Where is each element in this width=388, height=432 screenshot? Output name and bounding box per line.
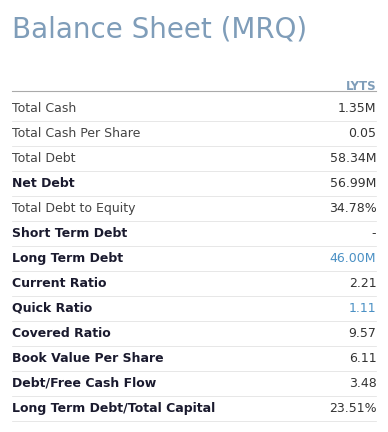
Text: 23.51%: 23.51% (329, 401, 376, 415)
Text: Covered Ratio: Covered Ratio (12, 327, 111, 340)
Text: Total Cash: Total Cash (12, 102, 76, 115)
Text: 2.21: 2.21 (349, 276, 376, 290)
Text: Total Debt: Total Debt (12, 152, 75, 165)
Text: LYTS: LYTS (346, 80, 376, 93)
Text: Debt/Free Cash Flow: Debt/Free Cash Flow (12, 377, 156, 390)
Text: Long Term Debt: Long Term Debt (12, 252, 123, 265)
Text: Net Debt: Net Debt (12, 177, 74, 190)
Text: 0.05: 0.05 (348, 127, 376, 140)
Text: Long Term Debt/Total Capital: Long Term Debt/Total Capital (12, 401, 215, 415)
Text: 6.11: 6.11 (349, 352, 376, 365)
Text: 1.11: 1.11 (349, 302, 376, 314)
Text: 1.35M: 1.35M (338, 102, 376, 115)
Text: 56.99M: 56.99M (330, 177, 376, 190)
Text: Book Value Per Share: Book Value Per Share (12, 352, 163, 365)
Text: Quick Ratio: Quick Ratio (12, 302, 92, 314)
Text: Total Debt to Equity: Total Debt to Equity (12, 202, 135, 215)
Text: Short Term Debt: Short Term Debt (12, 227, 127, 240)
Text: 46.00M: 46.00M (330, 252, 376, 265)
Text: 34.78%: 34.78% (329, 202, 376, 215)
Text: 58.34M: 58.34M (330, 152, 376, 165)
Text: Current Ratio: Current Ratio (12, 276, 106, 290)
Text: -: - (372, 227, 376, 240)
Text: Total Cash Per Share: Total Cash Per Share (12, 127, 140, 140)
Text: Balance Sheet (MRQ): Balance Sheet (MRQ) (12, 15, 307, 43)
Text: 9.57: 9.57 (348, 327, 376, 340)
Text: 3.48: 3.48 (348, 377, 376, 390)
